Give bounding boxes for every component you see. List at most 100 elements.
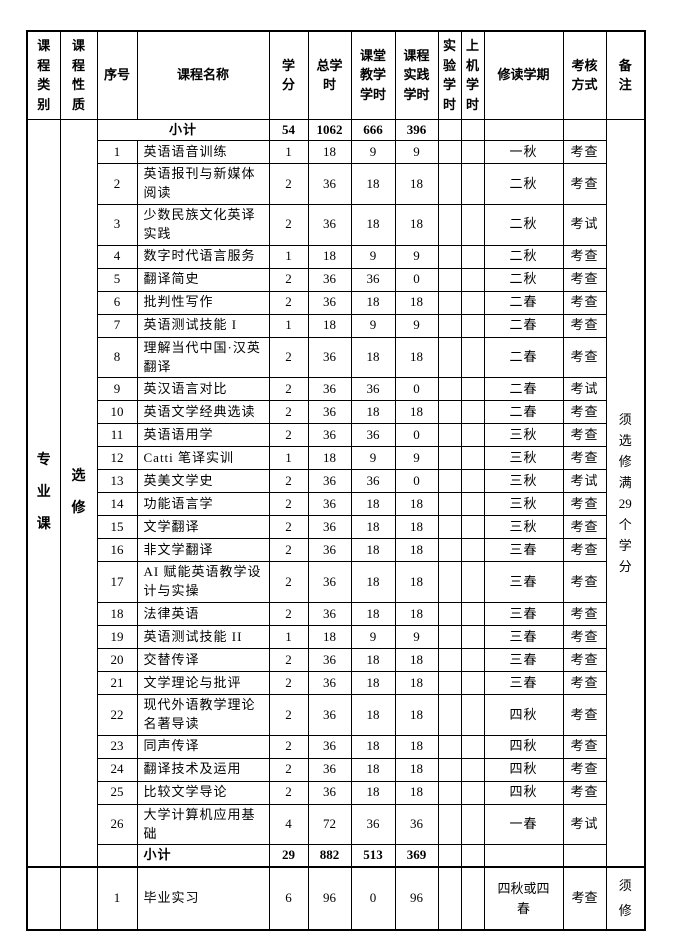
- course-name-cell: 理解当代中国·汉英翻译: [136, 336, 270, 379]
- course-practice-hours-cell: 0: [394, 423, 439, 448]
- course-computer-hours-cell: [460, 377, 485, 402]
- course-semester-cell: 三春: [483, 538, 564, 563]
- course-name-cell: 少数民族文化英译实践: [136, 204, 270, 246]
- course-credits-cell: 2: [268, 780, 309, 805]
- subtotal-bottom-total-hours: 882: [307, 844, 352, 868]
- course-total-hours-cell: 36: [307, 469, 352, 494]
- course-computer-hours-cell: [460, 625, 485, 650]
- course-assessment-cell: 考试: [562, 469, 607, 494]
- section-note-cell: 须选修满29个学分: [605, 118, 646, 868]
- table-header-row: 课程类别 课程性质 序号 课程名称 学分 总学时 课堂教学学时 课程实践学时 实…: [26, 30, 646, 120]
- course-experiment-hours-cell: [437, 757, 462, 782]
- header-assessment-label: 考核方式: [571, 57, 598, 93]
- course-row: 19 英语测试技能 II 1 18 9 9 三春 考查: [27, 625, 645, 650]
- course-no-cell: 9: [96, 377, 138, 402]
- course-classroom-hours-cell: 18: [350, 757, 396, 782]
- header-course-category-label: 课程类别: [37, 38, 51, 112]
- course-assessment-cell: 考查: [562, 267, 607, 292]
- header-notes-label: 备注: [618, 57, 632, 93]
- course-name-cell: 文学理论与批评: [136, 671, 270, 696]
- course-no-cell: 18: [96, 602, 138, 627]
- course-total-hours-cell: 36: [307, 602, 352, 627]
- course-experiment-hours-cell: [437, 140, 462, 165]
- course-experiment-hours-cell: [437, 469, 462, 494]
- course-total-hours-cell: 36: [307, 780, 352, 805]
- course-row: 13 英美文学史 2 36 36 0 三秋 考试: [27, 469, 645, 494]
- course-practice-hours-cell: 9: [394, 244, 439, 269]
- course-classroom-hours-cell: 18: [350, 538, 396, 563]
- course-total-hours-cell: 36: [307, 734, 352, 759]
- course-credits-cell: 2: [268, 648, 309, 673]
- course-practice-hours-cell: 18: [394, 290, 439, 315]
- course-practice-hours-cell: 18: [394, 336, 439, 379]
- course-computer-hours-cell: [460, 267, 485, 292]
- course-semester-cell: 三春: [483, 625, 564, 650]
- course-credits-cell: 1: [268, 446, 309, 471]
- course-classroom-hours-cell: 36: [350, 803, 396, 846]
- header-experiment-hours-label: 实验学时: [442, 38, 456, 112]
- course-practice-hours-cell: 18: [394, 492, 439, 517]
- course-name-cell: 翻译简史: [136, 267, 270, 292]
- course-semester-cell: 二秋: [483, 244, 564, 269]
- header-computer-hours: 上机学时: [460, 30, 485, 120]
- course-semester-cell: 二春: [483, 290, 564, 315]
- header-no: 序号: [96, 30, 138, 120]
- course-credits-cell: 2: [268, 423, 309, 448]
- course-experiment-hours-cell: [437, 561, 462, 604]
- subtotal-top-semester: [483, 118, 564, 142]
- course-practice-hours-cell: 18: [394, 694, 439, 736]
- course-credits-cell: 2: [268, 377, 309, 402]
- internship-semester: 四秋或四春: [483, 866, 564, 931]
- course-assessment-cell: 考查: [562, 694, 607, 736]
- course-no-cell: 23: [96, 734, 138, 759]
- course-practice-hours-cell: 9: [394, 313, 439, 338]
- course-assessment-cell: 考查: [562, 313, 607, 338]
- course-computer-hours-cell: [460, 140, 485, 165]
- subtotal-bottom-experiment-hours: [437, 844, 462, 868]
- course-name-cell: 英语测试技能 II: [136, 625, 270, 650]
- internship-credits: 6: [268, 866, 309, 931]
- subtotal-top-credits: 54: [268, 118, 309, 142]
- course-classroom-hours-cell: 36: [350, 377, 396, 402]
- course-classroom-hours-cell: 9: [350, 625, 396, 650]
- course-practice-hours-cell: 0: [394, 377, 439, 402]
- subtotal-top-experiment-hours: [437, 118, 462, 142]
- course-credits-cell: 2: [268, 515, 309, 540]
- course-assessment-cell: 考查: [562, 163, 607, 206]
- course-no-cell: 15: [96, 515, 138, 540]
- course-assessment-cell: 考查: [562, 648, 607, 673]
- internship-total-hours: 96: [307, 866, 352, 931]
- course-row: 25 比较文学导论 2 36 18 18 四秋 考查: [27, 780, 645, 805]
- course-computer-hours-cell: [460, 734, 485, 759]
- course-row: 7 英语测试技能 I 1 18 9 9 二春 考查: [27, 313, 645, 338]
- course-credits-cell: 1: [268, 244, 309, 269]
- course-name-cell: 数字时代语言服务: [136, 244, 270, 269]
- course-experiment-hours-cell: [437, 290, 462, 315]
- course-no-cell: 5: [96, 267, 138, 292]
- course-no-cell: 8: [96, 336, 138, 379]
- course-row: 22 现代外语教学理论名著导读 2 36 18 18 四秋 考查: [27, 694, 645, 736]
- subtotal-bottom-assessment: [562, 844, 607, 868]
- internship-experiment-hours: [437, 866, 462, 931]
- course-semester-cell: 四秋: [483, 694, 564, 736]
- subtotal-top-classroom-hours: 666: [350, 118, 396, 142]
- course-computer-hours-cell: [460, 803, 485, 846]
- course-row: 20 交替传译 2 36 18 18 三春 考查: [27, 648, 645, 673]
- course-assessment-cell: 考查: [562, 140, 607, 165]
- course-computer-hours-cell: [460, 244, 485, 269]
- course-credits-cell: 2: [268, 336, 309, 379]
- course-practice-hours-cell: 9: [394, 446, 439, 471]
- course-semester-cell: 二秋: [483, 163, 564, 206]
- course-credits-cell: 2: [268, 671, 309, 696]
- header-classroom-hours: 课堂教学学时: [350, 30, 396, 120]
- course-classroom-hours-cell: 18: [350, 336, 396, 379]
- header-assessment: 考核方式: [562, 30, 607, 120]
- header-course-nature: 课程性质: [59, 30, 98, 120]
- course-no-cell: 14: [96, 492, 138, 517]
- course-no-cell: 11: [96, 423, 138, 448]
- course-practice-hours-cell: 18: [394, 671, 439, 696]
- subtotal-top-practice-hours: 396: [394, 118, 439, 142]
- course-total-hours-cell: 36: [307, 267, 352, 292]
- course-classroom-hours-cell: 18: [350, 400, 396, 425]
- course-credits-cell: 2: [268, 757, 309, 782]
